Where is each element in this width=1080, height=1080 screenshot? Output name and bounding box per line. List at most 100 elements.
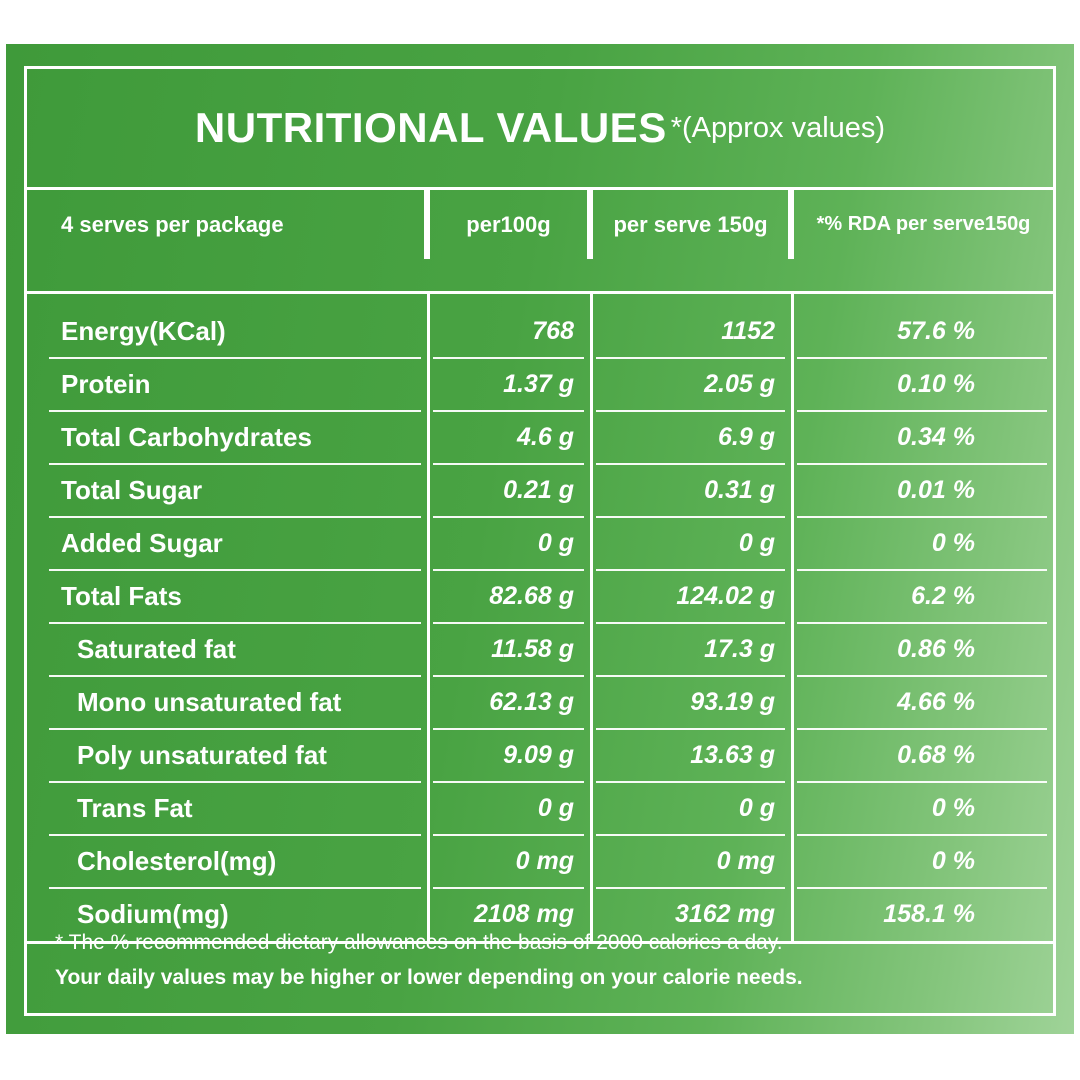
row-divider	[596, 357, 785, 359]
header-divider	[27, 291, 1053, 294]
header-per-serve: per serve 150g	[590, 187, 791, 259]
row-divider	[797, 887, 1047, 889]
row-divider	[49, 463, 421, 465]
nutrient-name: Mono unsaturated fat	[77, 687, 342, 717]
value-rda: 0.10 %	[897, 370, 975, 398]
value-rda: 0 %	[931, 794, 975, 822]
row-divider	[49, 410, 421, 412]
row-divider	[433, 887, 584, 889]
row-divider	[433, 675, 584, 677]
nutrient-name: Total Carbohydrates	[61, 422, 312, 452]
row-divider	[797, 357, 1047, 359]
nutrient-name: Cholesterol(mg)	[77, 846, 277, 876]
row-divider	[49, 357, 421, 359]
value-rda: 0.68 %	[897, 741, 975, 769]
row-divider	[49, 887, 421, 889]
label-frame: NUTRITIONAL VALUES *(Approx values) 4 se…	[24, 66, 1056, 1016]
title-note: *(Approx values)	[670, 111, 886, 144]
value-per100g: 768	[532, 317, 574, 345]
row-divider	[797, 675, 1047, 677]
value-per-serve: 93.19 g	[690, 688, 775, 716]
value-per100g: 9.09 g	[503, 741, 574, 769]
value-per100g: 11.58 g	[491, 635, 574, 663]
value-rda: 0 %	[931, 529, 975, 557]
row-divider	[433, 622, 584, 624]
value-per100g: 0 g	[537, 529, 574, 557]
row-divider	[797, 781, 1047, 783]
row-divider	[797, 410, 1047, 412]
row-divider	[49, 834, 421, 836]
value-rda: 57.6 %	[897, 317, 975, 345]
value-per-serve: 0 mg	[716, 847, 775, 875]
value-per-serve: 3162 mg	[674, 900, 775, 928]
table-bottom-line	[27, 941, 1053, 944]
row-divider	[49, 622, 421, 624]
value-rda: 6.2 %	[911, 582, 975, 610]
nutrient-name: Total Sugar	[61, 475, 203, 505]
value-per100g: 0.21 g	[503, 476, 574, 504]
value-per100g: 0 g	[537, 794, 574, 822]
value-per100g: 2108 mg	[473, 900, 574, 928]
value-rda: 0.86 %	[897, 635, 975, 663]
value-per100g: 4.6 g	[517, 423, 574, 451]
value-rda: 4.66 %	[897, 688, 975, 716]
row-divider	[433, 569, 584, 571]
value-per-serve: 17.3 g	[704, 635, 775, 663]
column-divider	[590, 291, 593, 941]
row-divider	[433, 410, 584, 412]
value-per-serve: 6.9 g	[718, 423, 775, 451]
header-serves: 4 serves per package	[27, 187, 427, 259]
row-divider	[797, 622, 1047, 624]
row-divider	[49, 569, 421, 571]
value-per-serve: 13.63 g	[690, 741, 775, 769]
row-divider	[49, 516, 421, 518]
nutrient-name: Protein	[61, 369, 151, 399]
row-divider	[49, 781, 421, 783]
footnote-line-1: * The % recommended dietary allowances o…	[55, 931, 783, 954]
value-rda: 0 %	[931, 847, 975, 875]
row-divider	[596, 516, 785, 518]
row-divider	[797, 463, 1047, 465]
nutrient-name: Sodium(mg)	[77, 899, 229, 929]
column-divider	[791, 291, 794, 941]
value-rda: 0.34 %	[897, 423, 975, 451]
value-rda: 158.1 %	[883, 900, 975, 928]
value-per-serve: 1152	[721, 317, 775, 345]
row-divider	[596, 463, 785, 465]
row-divider	[797, 516, 1047, 518]
title-main: NUTRITIONAL VALUES	[194, 104, 667, 151]
value-per-serve: 0 g	[738, 529, 775, 557]
value-per-serve: 0.31 g	[704, 476, 775, 504]
nutrient-name: Added Sugar	[61, 528, 223, 558]
row-divider	[596, 622, 785, 624]
row-divider	[433, 463, 584, 465]
value-rda: 0.01 %	[897, 476, 975, 504]
value-per100g: 1.37 g	[503, 370, 574, 398]
row-divider	[433, 516, 584, 518]
value-per-serve: 0 g	[738, 794, 775, 822]
nutrition-label: NUTRITIONAL VALUES *(Approx values) 4 se…	[6, 44, 1074, 1034]
row-divider	[433, 728, 584, 730]
column-divider	[427, 291, 430, 941]
nutrient-name: Saturated fat	[77, 634, 236, 664]
footnote-line-2: Your daily values may be higher or lower…	[55, 966, 803, 989]
value-per-serve: 124.02 g	[676, 582, 775, 610]
row-divider	[433, 781, 584, 783]
nutrient-name: Trans Fat	[77, 793, 193, 823]
row-divider	[797, 834, 1047, 836]
row-divider	[596, 569, 785, 571]
nutrient-name: Poly unsaturated fat	[77, 740, 327, 770]
row-divider	[797, 728, 1047, 730]
value-per-serve: 2.05 g	[704, 370, 775, 398]
header-per100g: per100g	[427, 187, 590, 259]
row-divider	[433, 834, 584, 836]
value-per100g: 82.68 g	[489, 582, 574, 610]
row-divider	[49, 675, 421, 677]
value-per100g: 0 mg	[515, 847, 574, 875]
nutrient-name: Energy(KCal)	[61, 316, 226, 346]
row-divider	[596, 728, 785, 730]
row-divider	[49, 728, 421, 730]
row-divider	[596, 834, 785, 836]
row-divider	[797, 569, 1047, 571]
row-divider	[596, 410, 785, 412]
